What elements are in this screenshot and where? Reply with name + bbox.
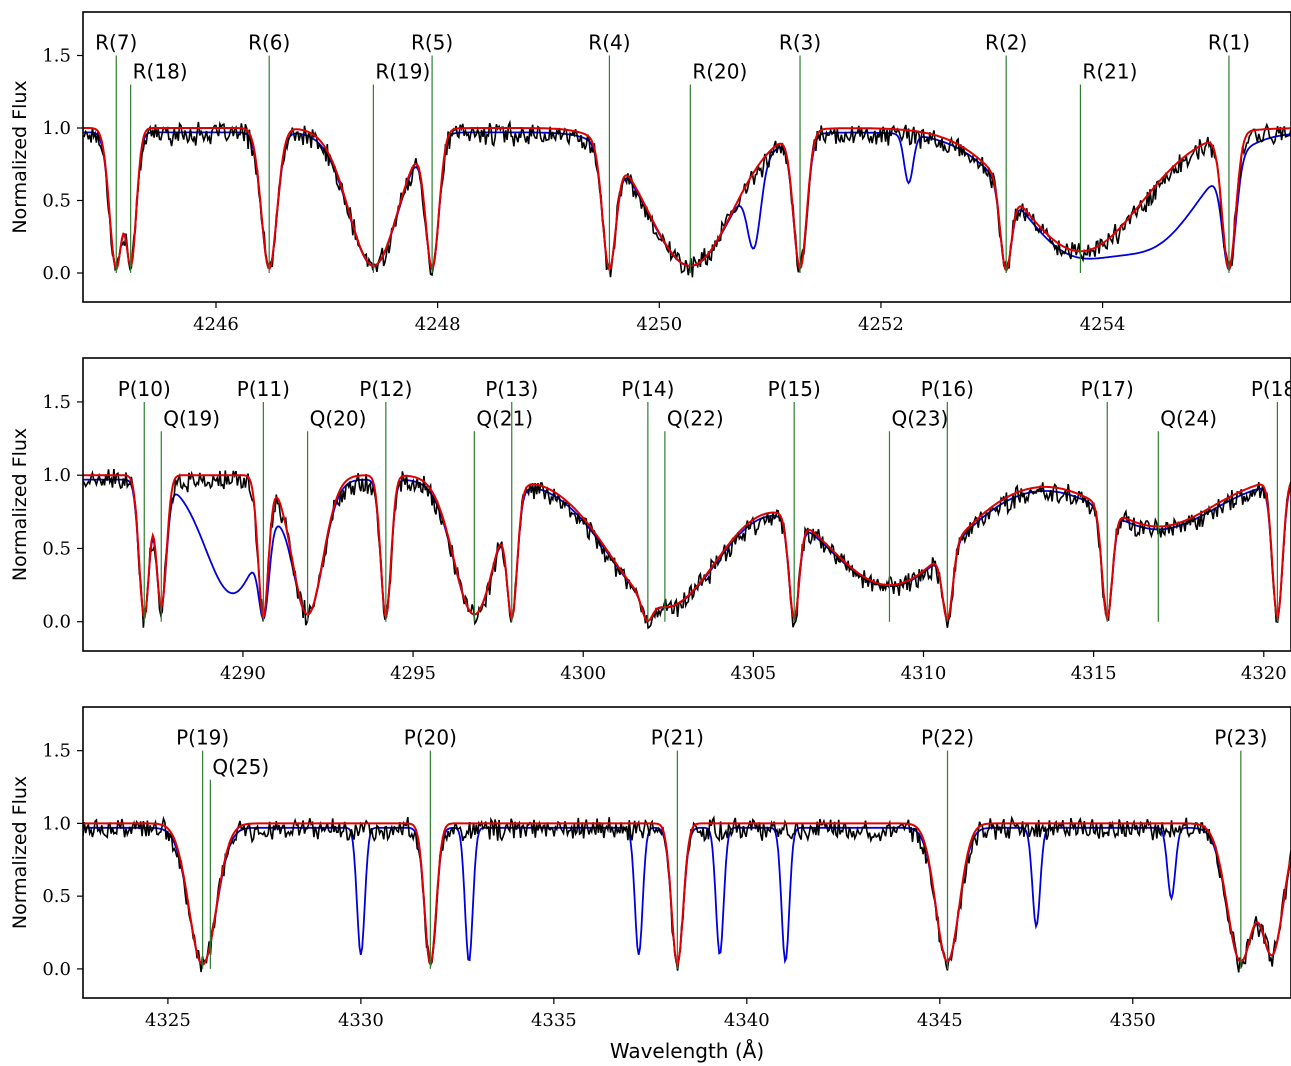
panel-plot-area (83, 401, 1291, 630)
line-id-label: Q(23) (891, 406, 948, 430)
line-id-label: R(18) (133, 60, 188, 84)
line-id-label: P(17) (1081, 377, 1134, 401)
model-red-curve (83, 127, 1291, 273)
x-tick-label: 4250 (636, 314, 682, 335)
panel-plot-area (83, 55, 1291, 278)
y-axis-label: Normalized Flux (9, 428, 31, 581)
line-id-label: P(16) (921, 377, 974, 401)
x-tick-label: 4320 (1241, 663, 1287, 684)
spectrum-panel-3: P(19) Q(25) P(20) P(21) P(22) P(23) 0.0 0.5 1.0 1… (9, 706, 1291, 1063)
y-axis-label: Normalized Flux (9, 80, 31, 233)
line-id-label: P(20) (404, 726, 457, 750)
y-axis-label: Normalized Flux (9, 776, 31, 929)
line-id-label: Q(20) (310, 406, 367, 430)
y-tick-label: 0.5 (42, 191, 71, 212)
y-tick-label: 0.0 (42, 959, 71, 980)
line-id-label: R(2) (985, 31, 1027, 55)
x-tick-label: 4290 (220, 663, 266, 684)
line-id-label: R(3) (779, 31, 821, 55)
x-tick-label: 4305 (730, 663, 776, 684)
model-red-curve (83, 822, 1291, 968)
line-id-label: R(20) (692, 60, 747, 84)
line-id-label: Q(24) (1160, 406, 1217, 430)
y-tick-label: 1.5 (42, 46, 71, 67)
line-id-label: R(4) (588, 31, 630, 55)
line-id-label: Q(19) (163, 406, 220, 430)
y-tick-label: 1.0 (42, 465, 71, 486)
line-id-label: P(18) (1251, 377, 1291, 401)
panel-plot-area (83, 750, 1291, 973)
y-tick-label: 1.5 (42, 392, 71, 413)
x-tick-label: 4252 (858, 314, 904, 335)
y-tick-label: 0.0 (42, 263, 71, 284)
panel-frame (82, 357, 1291, 652)
y-tick-label: 0.0 (42, 612, 71, 633)
line-id-label: Q(21) (476, 406, 533, 430)
panel-frame (82, 706, 1291, 999)
x-tick-label: 4315 (1071, 663, 1117, 684)
line-id-label: P(12) (359, 377, 412, 401)
observed-spectrum-curve (83, 815, 1291, 973)
x-tick-label: 4340 (724, 1010, 770, 1031)
x-tick-label: 4330 (338, 1010, 384, 1031)
line-id-label: Q(22) (667, 406, 724, 430)
x-tick-label: 4350 (1110, 1010, 1156, 1031)
x-tick-label: 4300 (560, 663, 606, 684)
x-tick-label: 4248 (415, 314, 461, 335)
line-id-label: P(14) (621, 377, 674, 401)
line-id-label: P(10) (118, 377, 171, 401)
x-tick-label: 4345 (917, 1010, 963, 1031)
observed-spectrum-curve (83, 119, 1291, 278)
x-tick-label: 4295 (390, 663, 436, 684)
y-tick-label: 0.5 (42, 538, 71, 559)
line-id-label: P(21) (651, 726, 704, 750)
line-id-label: R(19) (375, 60, 430, 84)
line-id-label: P(19) (176, 726, 229, 750)
y-tick-label: 1.5 (42, 741, 71, 762)
line-id-label: R(6) (248, 31, 290, 55)
spectrum-panel-1: R(7) R(18) R(6) R(19) R(5) R(4) R(20) R(3) R(2) R… (9, 11, 1291, 335)
line-id-label: P(11) (237, 377, 290, 401)
line-id-label: R(1) (1208, 31, 1250, 55)
y-tick-label: 0.5 (42, 886, 71, 907)
x-tick-label: 4325 (145, 1010, 191, 1031)
spectrum-panel-2: P(10) Q(19) P(11) Q(20) P(12) Q(21) P(13) P(14)… (9, 357, 1291, 684)
x-axis-label: Wavelength (Å) (610, 1039, 764, 1063)
line-id-label: P(15) (768, 377, 821, 401)
y-tick-label: 1.0 (42, 118, 71, 139)
model-red-curve (83, 474, 1291, 623)
x-tick-label: 4335 (531, 1010, 577, 1031)
line-id-label: P(23) (1214, 726, 1267, 750)
x-tick-label: 4310 (901, 663, 947, 684)
line-id-label: R(21) (1082, 60, 1137, 84)
model-blue-curve (83, 826, 1291, 967)
x-tick-label: 4254 (1080, 314, 1126, 335)
y-tick-label: 1.0 (42, 813, 71, 834)
line-id-label: R(5) (411, 31, 453, 55)
panel-frame (82, 11, 1291, 303)
line-id-label: R(7) (95, 31, 137, 55)
line-id-label: Q(25) (212, 755, 269, 779)
x-tick-label: 4246 (193, 314, 239, 335)
line-id-label: P(22) (921, 726, 974, 750)
line-id-label: P(13) (485, 377, 538, 401)
